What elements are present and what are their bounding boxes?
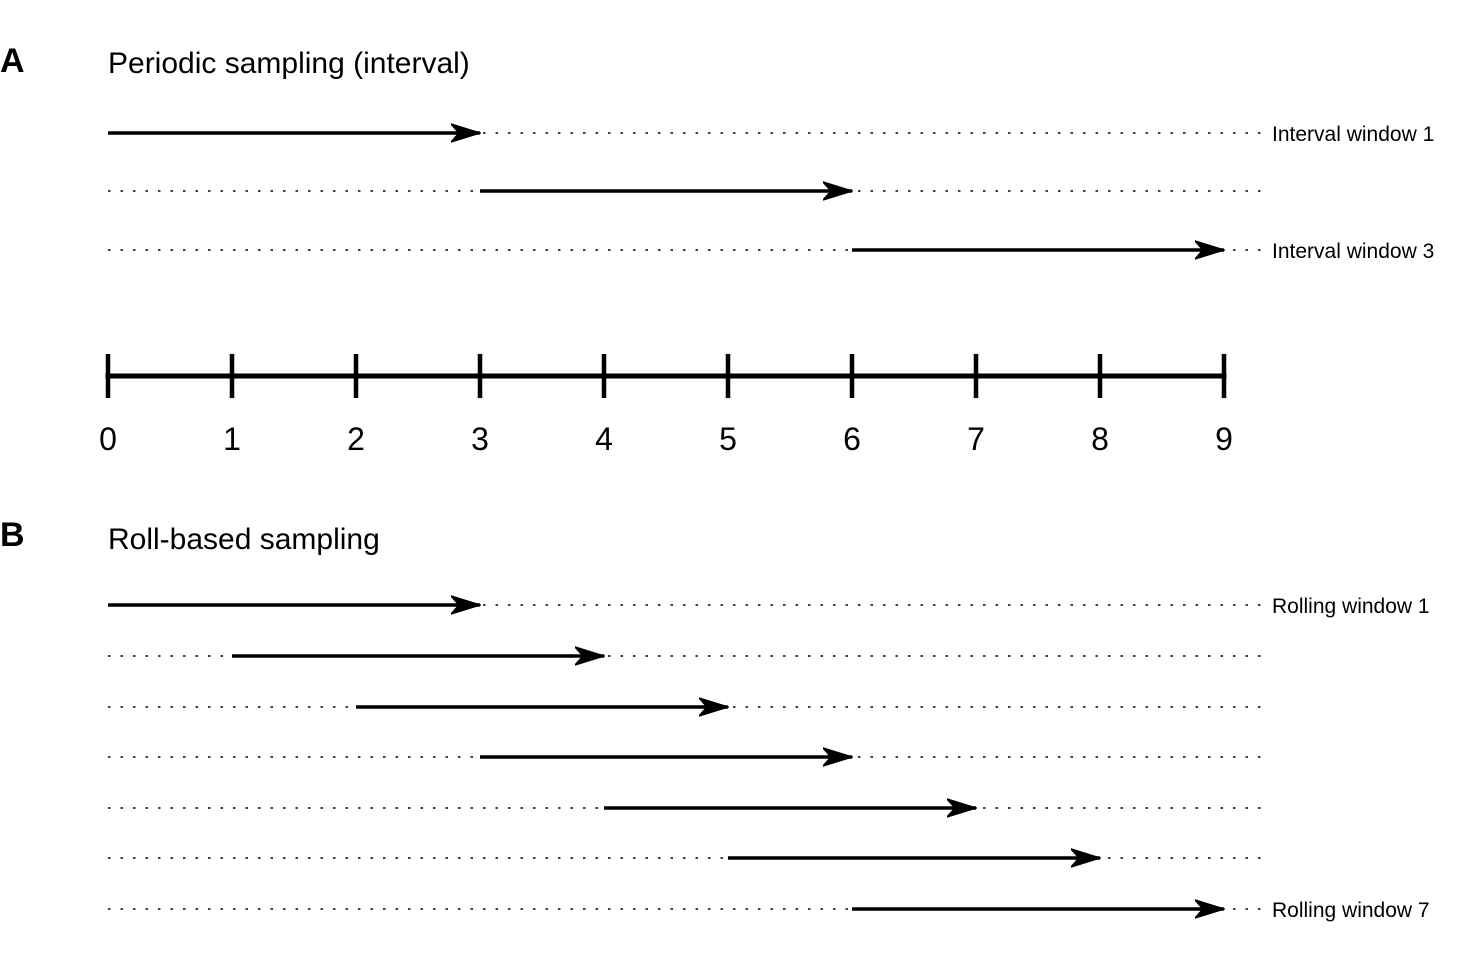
- panel-a-letter: A: [0, 42, 25, 80]
- time-axis: 0 1 2 3 4 5 6 7 8 9: [99, 354, 1233, 457]
- axis-tick-label: 3: [471, 421, 489, 457]
- panel-a-windows: Interval window 1 Interval window 3: [108, 123, 1434, 263]
- axis-tick-label: 8: [1091, 421, 1109, 457]
- interval-window-row: Interval window 3: [108, 240, 1434, 263]
- panel-b-windows: Rolling window 1 Rolling window 7: [108, 595, 1430, 922]
- axis-tick-label: 6: [843, 421, 861, 457]
- axis-tick-label: 2: [347, 421, 365, 457]
- rolling-window-row: Rolling window 1: [108, 595, 1430, 618]
- panel-b-letter: B: [0, 516, 25, 554]
- panel-a-title: Periodic sampling (interval): [108, 47, 470, 80]
- interval-window-label: Interval window 1: [1272, 123, 1434, 146]
- rolling-window-label: Rolling window 7: [1272, 899, 1430, 922]
- axis-tick-label: 4: [595, 421, 613, 457]
- panel-b-title: Roll-based sampling: [108, 523, 380, 556]
- rolling-window-label: Rolling window 1: [1272, 595, 1430, 618]
- axis-tick-label: 5: [719, 421, 737, 457]
- axis-tick-label: 9: [1215, 421, 1233, 457]
- axis-tick-label: 1: [223, 421, 241, 457]
- interval-window-row: Interval window 1: [108, 123, 1434, 146]
- interval-window-label: Interval window 3: [1272, 240, 1434, 263]
- axis-tick-label: 7: [967, 421, 985, 457]
- axis-tick-label: 0: [99, 421, 117, 457]
- rolling-window-row: Rolling window 7: [108, 899, 1430, 922]
